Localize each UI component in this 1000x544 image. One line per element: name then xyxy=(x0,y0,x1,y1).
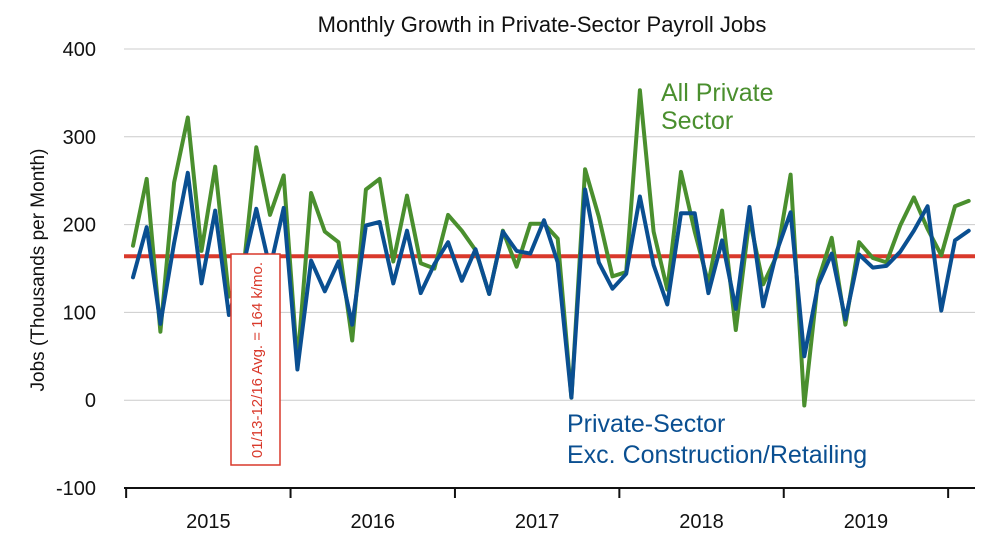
x-tick-label-2019: 2019 xyxy=(844,511,889,533)
x-tick-label-2017: 2017 xyxy=(515,511,560,533)
series-line-all-private-sector xyxy=(131,88,971,408)
legend-label-all-private-line-2: Sector xyxy=(661,107,733,135)
x-tick-label-2018: 2018 xyxy=(679,511,724,533)
y-tick-label--100: -100 xyxy=(56,478,96,500)
legend-label-exc-line-2: Exc. Construction/Retailing xyxy=(567,441,867,469)
y-axis-title: Jobs (Thousands per Month) xyxy=(28,149,49,392)
chart-title: Monthly Growth in Private-Sector Payroll… xyxy=(318,12,767,37)
y-tick-label-100: 100 xyxy=(63,302,96,324)
y-tick-label-300: 300 xyxy=(63,127,96,149)
y-tick-label-200: 200 xyxy=(63,215,96,237)
legend-label-exc-line-1: Private-Sector xyxy=(567,410,725,438)
y-tick-label-0: 0 xyxy=(85,390,96,412)
average-annotation-box xyxy=(230,253,281,466)
x-tick-label-2015: 2015 xyxy=(186,511,231,533)
x-axis: 2015 2016 2017 2018 2019 xyxy=(124,487,975,533)
legend-label-all-private-line-1: All Private xyxy=(661,79,774,107)
average-annotation-label: 01/13-12/16 Avg. = 164 k/mo. xyxy=(249,262,266,458)
x-tick-label-2016: 2016 xyxy=(351,511,396,533)
average-annotation: 01/13-12/16 Avg. = 164 k/mo. xyxy=(230,253,281,466)
y-axis-tick-labels: 400 300 200 100 0 -100 xyxy=(56,39,96,500)
y-tick-label-400: 400 xyxy=(63,39,96,61)
